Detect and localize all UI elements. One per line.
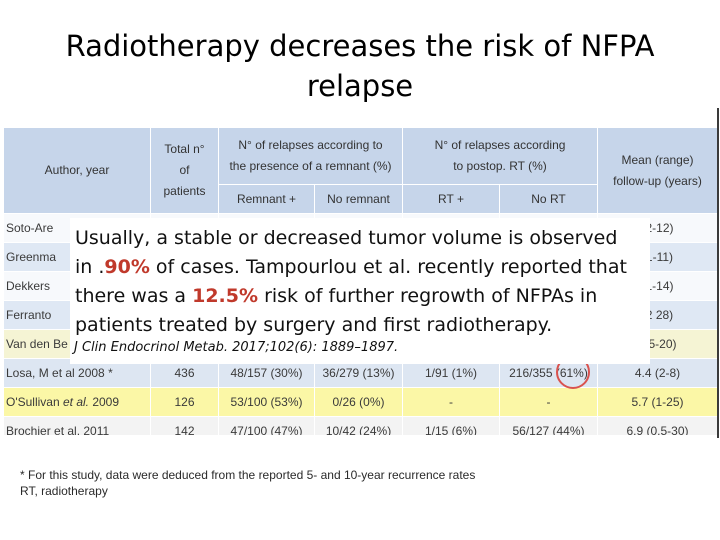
cell-no-remnant: 10/42 (24%) xyxy=(314,416,403,435)
table-row: Brochier et al. 2011 142 47/100 (47%) 10… xyxy=(3,416,717,435)
slide-title-line-1: Radiotherapy decreases the risk of NFPA xyxy=(65,29,655,63)
cell-author: O'Sullivan et al. 2009 xyxy=(3,387,151,417)
cell-no-remnant: 0/26 (0%) xyxy=(314,387,403,417)
header-remnant-group-line-1: N° of relapses according to xyxy=(238,138,383,152)
cell-followup: 5.7 (1-25) xyxy=(597,387,717,417)
header-followup-line-1: Mean (range) xyxy=(621,152,694,167)
header-rt-group-line-2: to postop. RT (%) xyxy=(453,159,547,173)
cell-rt: - xyxy=(402,387,500,417)
header-total-line-2: of xyxy=(179,163,190,177)
header-no-remnant: No remnant xyxy=(314,184,403,214)
slide-title-line-2: relapse xyxy=(306,69,414,103)
table-footnote: * For this study, data were deduced from… xyxy=(20,467,475,499)
text-overlay-box xyxy=(70,218,650,364)
overlay-note: Usually, a stable or decreased tumor vol… xyxy=(75,224,627,340)
cell-no-rt: - xyxy=(499,387,598,417)
note-line-2: in .90% of cases. Tampourlou et al. rece… xyxy=(75,253,627,282)
header-remnant-group: N° of relapses according to the presence… xyxy=(218,127,403,185)
cell-followup: (1-11) xyxy=(597,242,717,272)
highlight-12-5-percent: 12.5% xyxy=(192,285,259,307)
note-line-3-end: risk of further regrowth of NFPAs in xyxy=(258,285,598,307)
cell-total: 142 xyxy=(150,416,219,435)
note-line-2-end: of cases. Tampourlou et al. recently rep… xyxy=(149,256,627,278)
cell-author: Brochier et al. 2011 xyxy=(3,416,151,435)
highlight-90-percent: 90% xyxy=(104,256,150,278)
footnote-line-2: RT, radiotherapy xyxy=(20,484,108,498)
header-total-patients: Total n° of patients xyxy=(150,127,219,214)
header-remnant-plus: Remnant + xyxy=(218,184,315,214)
header-rt-group-line-1: N° of relapses according xyxy=(434,138,566,152)
header-no-rt: No RT xyxy=(499,184,598,214)
footnote-line-1: * For this study, data were deduced from… xyxy=(20,468,476,482)
note-line-3: there was a 12.5% risk of further regrow… xyxy=(75,282,627,311)
header-remnant-group-line-2: the presence of a remnant (%) xyxy=(229,159,392,173)
table-row: O'Sullivan et al. 2009 126 53/100 (53%) … xyxy=(3,387,717,417)
cell-total: 126 xyxy=(150,387,219,417)
note-line-4: patients treated by surgery and first ra… xyxy=(75,314,553,336)
right-border-line xyxy=(717,108,719,438)
cell-followup: 6.9 (0.5-30) xyxy=(597,416,717,435)
note-line-2-start: in . xyxy=(75,256,105,278)
cell-remnant: 53/100 (53%) xyxy=(218,387,315,417)
header-rt-plus: RT + xyxy=(402,184,500,214)
cell-no-rt: 56/127 (44%) xyxy=(499,416,598,435)
note-line-3-start: there was a xyxy=(75,285,193,307)
header-total-line-1: Total n° xyxy=(164,142,205,156)
cell-rt: 1/15 (6%) xyxy=(402,416,500,435)
slide-title: Radiotherapy decreases the risk of NFPA … xyxy=(0,26,720,106)
header-followup: Mean (range) follow-up (years) xyxy=(597,127,717,214)
et-al-italic: et al. xyxy=(62,395,89,409)
header-rt-group: N° of relapses according to postop. RT (… xyxy=(402,127,598,185)
cell-remnant: 47/100 (47%) xyxy=(218,416,315,435)
header-total-line-3: patients xyxy=(163,184,206,198)
note-line-1: Usually, a stable or decreased tumor vol… xyxy=(75,227,618,249)
header-author: Author, year xyxy=(3,127,151,214)
header-followup-line-2: follow-up (years) xyxy=(613,173,702,188)
citation: J Clin Endocrinol Metab. 2017;102(6): 18… xyxy=(74,340,399,355)
